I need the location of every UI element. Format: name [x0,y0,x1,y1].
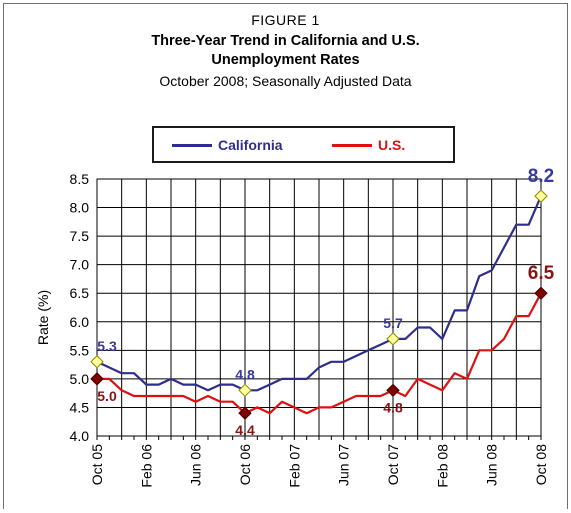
series-line-california [96,195,543,392]
y-tick-label: 4.5 [70,399,90,415]
grid-lines [96,178,542,437]
y-tick-label: 8.5 [70,171,90,187]
legend-california-swatch [172,144,212,147]
data-label: 5.7 [383,315,403,331]
chart-subtitle: October 2008; Seasonally Adjusted Data [159,73,412,89]
axes [96,178,542,440]
y-tick-label: 5.0 [70,371,90,387]
data-marker [238,406,252,420]
x-tick-label: Oct 08 [533,444,549,485]
x-tick-label: Jun 07 [336,444,352,486]
data-markers [90,189,548,420]
y-tick-label: 5.5 [70,342,90,358]
tick-labels: 4.0 4.5 5.0 5.5 6.0 6.5 7.0 7.5 8.0 8.5 Oct 05 Feb … [35,171,549,488]
data-labels: 5.3 4.8 5.7 8.2 5.0 4.4 4.8 6.5 [97,166,554,438]
y-tick-label: 7.0 [70,257,90,273]
legend: California U.S. [152,126,455,163]
legend-us-label: U.S. [378,137,406,153]
x-tick-label: Oct 05 [89,444,105,485]
y-tick-label: 7.5 [70,228,90,244]
data-marker [90,372,104,386]
x-tick-label: Jun 08 [484,444,500,486]
data-marker [238,383,252,398]
figure-label: FIGURE 1 [251,12,320,28]
y-tick-label: 8.0 [70,200,90,216]
x-tick-label: Oct 07 [385,444,401,485]
y-axis-label: Rate (%) [35,290,51,345]
series-line-us [97,292,542,415]
x-tick-label: Jun 06 [188,444,204,486]
legend-us-swatch [332,144,372,147]
data-marker [386,332,400,346]
chart-title-line-2: Unemployment Rates [211,52,360,68]
data-label: 6.5 [528,263,555,284]
data-marker [534,286,548,300]
data-label: 8.2 [528,166,554,187]
x-tick-label: Feb 08 [434,444,450,488]
data-marker [386,383,400,398]
data-marker [534,189,548,203]
x-tick-label: Oct 06 [237,444,253,485]
y-tick-label: 6.5 [70,285,90,301]
series-lines [96,195,543,415]
data-label: 5.3 [97,338,117,354]
y-tick-label: 6.0 [70,314,90,330]
data-label: 4.8 [235,366,255,382]
x-tick-label: Feb 07 [286,444,302,488]
data-marker [90,355,104,369]
data-label: 4.8 [383,399,403,415]
chart-title-line-1: Three-Year Trend in California and U.S. [151,33,420,49]
data-label: 4.4 [235,422,255,438]
plot-border [96,178,542,437]
y-tick-label: 4.0 [70,428,90,444]
data-label: 5.0 [97,388,117,404]
legend-california-label: California [218,137,283,153]
x-tick-label: Feb 06 [138,444,154,488]
